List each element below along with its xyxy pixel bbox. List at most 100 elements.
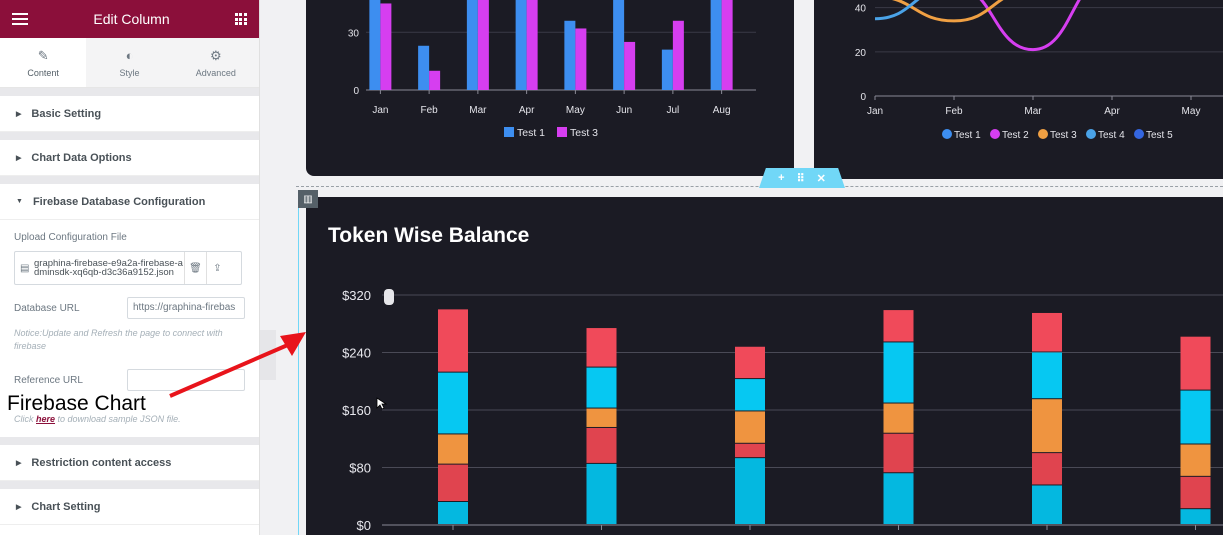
line-chart-widget[interactable]: 0 20 40 Jan Feb Mar Apr May Test 1 Test 2 Test 3 Te… xyxy=(814,0,1223,179)
hint-suffix: to download sample JSON file. xyxy=(55,414,181,424)
panel-collapse-tab[interactable] xyxy=(260,330,276,380)
legend-label: Test 5 xyxy=(1146,130,1173,141)
section-firebase-config[interactable]: ▼ Firebase Database Configuration xyxy=(0,184,259,220)
legend-swatch xyxy=(942,129,952,139)
tab-advanced-label: Advanced xyxy=(195,67,236,78)
pencil-icon: ✎ xyxy=(37,47,49,63)
x-tick-label: Feb xyxy=(421,105,439,116)
caret-right-icon: ▶ xyxy=(16,459,22,467)
tab-advanced[interactable]: ⚙ Advanced xyxy=(172,38,259,87)
legend-label: Test 4 xyxy=(1098,130,1125,141)
widgets-grid-icon[interactable] xyxy=(234,13,247,25)
stacked-bar-segment xyxy=(883,342,914,403)
stacked-bar-segment xyxy=(1180,444,1211,476)
section-label: Firebase Database Configuration xyxy=(32,195,206,208)
stacked-bar-segment xyxy=(1180,509,1211,524)
caret-right-icon: ▶ xyxy=(16,503,22,511)
divider xyxy=(0,88,259,96)
drag-section-icon[interactable]: ⠿ xyxy=(796,172,805,185)
x-tick-label: Jan xyxy=(867,106,883,117)
add-section-icon[interactable]: + xyxy=(778,172,785,184)
delete-section-icon[interactable]: ✕ xyxy=(816,172,826,185)
ref-url-input[interactable] xyxy=(127,369,245,391)
bar-chart-widget[interactable]: 0 30 Jan Feb Mar Apr May Jun Jul Aug Test 1 Test 3 xyxy=(306,0,794,176)
bar xyxy=(429,70,441,90)
chart-title: Token Wise Balance xyxy=(328,224,530,247)
stacked-bar-segment xyxy=(735,443,765,458)
y-tick-label: 40 xyxy=(855,4,867,15)
x-tick-label: Apr xyxy=(519,105,535,116)
stacked-bar-segment xyxy=(438,309,468,372)
stacked-bar-segment xyxy=(735,346,765,379)
panel-header: Edit Column xyxy=(0,0,259,38)
bar xyxy=(526,0,538,90)
hint-prefix: Click xyxy=(14,414,36,424)
y-tick-label: 0 xyxy=(860,92,866,103)
bar-chart-svg: 0 30 Jan Feb Mar Apr May Jun Jul Aug Test 1 Test 3 xyxy=(348,0,756,139)
bar xyxy=(672,20,684,91)
section-chart-setting[interactable]: ▶ Chart Setting xyxy=(0,489,259,525)
legend-label: Test 2 xyxy=(1002,130,1029,141)
bar xyxy=(418,45,430,90)
upload-icon[interactable]: ⇪ xyxy=(206,252,228,284)
columns-icon: ▥ xyxy=(303,193,313,205)
section-basic-setting[interactable]: ▶ Basic Setting xyxy=(0,96,259,132)
column-edit-handle[interactable]: ▥ xyxy=(298,190,318,208)
stacked-bar-chart-widget[interactable]: Token Wise Balance $0 $80 $160 $240 $320 xyxy=(306,197,1223,535)
section-chart-data-options[interactable]: ▶ Chart Data Options xyxy=(0,140,259,176)
section-restriction[interactable]: ▶ Restriction content access xyxy=(0,445,259,481)
x-tick-label: Jan xyxy=(372,105,388,116)
legend-label: Test 1 xyxy=(517,127,545,139)
section-handle[interactable]: + ⠿ ✕ xyxy=(759,168,845,188)
section-label: Restriction content access xyxy=(31,456,172,469)
mouse-cursor-icon xyxy=(376,397,388,410)
bar xyxy=(477,0,489,90)
db-url-label: Database URL xyxy=(14,302,80,314)
bar xyxy=(575,28,587,90)
gear-icon: ⚙ xyxy=(209,47,222,63)
refresh-notice: Notice:Update and Refresh the page to co… xyxy=(14,328,223,351)
y-tick-label: $240 xyxy=(342,346,371,361)
divider xyxy=(0,132,259,140)
tab-style[interactable]: ◐ Style xyxy=(86,38,173,87)
tab-style-label: Style xyxy=(119,67,140,78)
panel-tabs: ✎ Content ◐ Style ⚙ Advanced xyxy=(0,38,259,88)
stacked-bar-segment xyxy=(883,433,914,473)
series-line xyxy=(891,0,1004,23)
stacked-bar-segment xyxy=(586,427,617,463)
stacked-bar-segment xyxy=(735,379,765,411)
tab-content[interactable]: ✎ Content xyxy=(0,38,87,87)
stacked-bar-segment xyxy=(438,502,468,524)
line-chart-svg: 0 20 40 Jan Feb Mar Apr May Test 1 Test 2 Test 3 Te… xyxy=(855,0,1223,141)
bar xyxy=(721,0,733,90)
legend-swatch xyxy=(1038,129,1048,139)
half-circle-icon: ◐ xyxy=(125,47,134,63)
caret-right-icon: ▶ xyxy=(16,154,22,162)
stacked-bar-segment xyxy=(735,411,765,443)
series-line xyxy=(874,0,920,21)
sample-json-link[interactable]: here xyxy=(36,414,56,424)
stacked-bar-segment xyxy=(1180,336,1211,390)
y-tick-label: 30 xyxy=(348,28,360,39)
file-name: graphina-firebase-e9a2a-firebase-adminsd… xyxy=(34,257,183,278)
stacked-bar-segment xyxy=(1180,476,1211,509)
stacked-bar-segment xyxy=(438,464,468,501)
stacked-bar-segment xyxy=(1032,399,1062,453)
section-label: Chart Setting xyxy=(31,500,101,513)
menu-icon[interactable] xyxy=(12,13,28,25)
y-tick-label: $0 xyxy=(357,518,371,533)
y-tick-label: 20 xyxy=(855,48,867,59)
bar xyxy=(369,0,381,91)
upload-file-control[interactable]: ▤ graphina-firebase-e9a2a-firebase-admin… xyxy=(14,251,242,285)
scroll-handle xyxy=(384,289,394,305)
stacked-bar-segment xyxy=(586,463,617,524)
stacked-bar-segment xyxy=(1032,485,1062,524)
db-url-input[interactable]: https://graphina-firebas xyxy=(127,297,245,319)
caret-down-icon: ▼ xyxy=(16,198,23,205)
legend-swatch xyxy=(504,127,514,137)
stacked-bar-segment xyxy=(883,310,914,342)
x-tick-label: Mar xyxy=(469,105,487,116)
trash-icon[interactable]: 🗑 xyxy=(184,252,206,284)
legend-swatch xyxy=(557,127,567,137)
x-tick-label: Aug xyxy=(713,105,731,116)
